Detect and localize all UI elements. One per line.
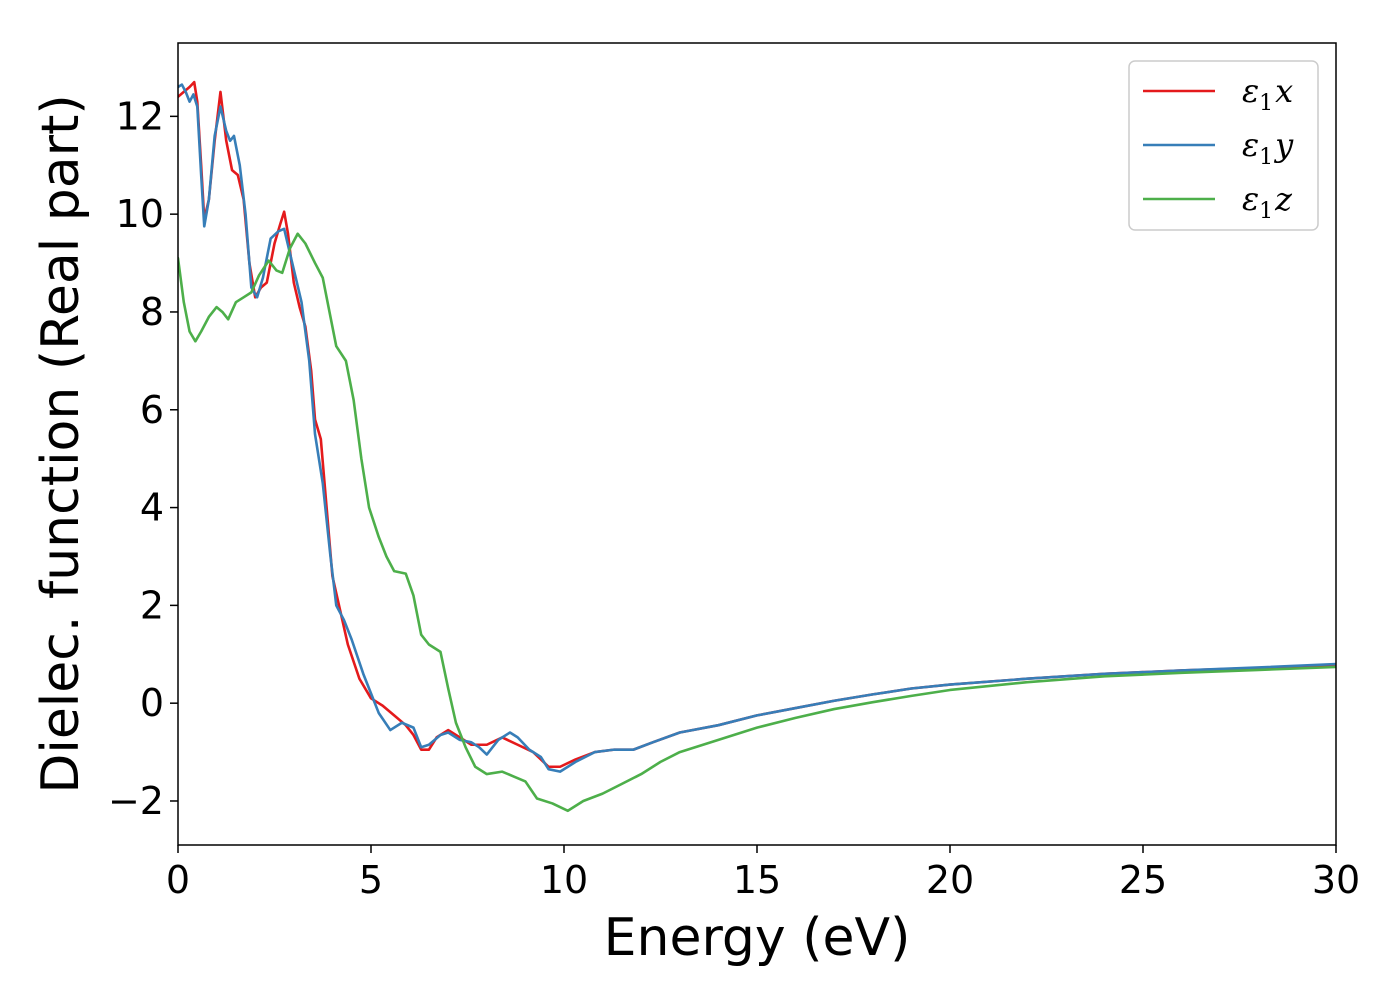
legend-label-x: ε1x (1242, 72, 1293, 116)
series-line-z (178, 232, 1336, 813)
y-tick-label: 10 (116, 192, 164, 236)
y-tick-label: 2 (140, 583, 164, 627)
legend-label-z: ε1z (1242, 180, 1293, 224)
y-tick-label: 6 (140, 388, 164, 432)
series-layer (178, 80, 1336, 813)
x-tick-label: 15 (733, 858, 781, 902)
legend-frame (1128, 60, 1319, 231)
y-axis: −2 0 2 4 6 8 10 12 (108, 94, 178, 823)
series-line-y (178, 83, 1336, 773)
y-tick-label: 0 (140, 681, 164, 725)
x-tick-label: 30 (1312, 858, 1360, 902)
x-tick-label: 20 (926, 858, 974, 902)
y-tick-label: 8 (140, 290, 164, 334)
y-axis-label: Dielec. function (Real part) (31, 94, 91, 793)
x-axis-label: Energy (eV) (604, 908, 911, 968)
x-tick-label: 10 (540, 858, 588, 902)
x-axis: 0 5 10 15 20 25 30 (166, 845, 1360, 902)
x-tick-label: 0 (166, 858, 190, 902)
legend: ε1x ε1y ε1z (1128, 60, 1319, 231)
x-tick-label: 25 (1119, 858, 1167, 902)
y-tick-label: −2 (108, 779, 164, 823)
y-tick-label: 12 (116, 94, 164, 138)
x-tick-label: 5 (359, 858, 383, 902)
legend-label-y: ε1y (1242, 126, 1294, 170)
y-tick-label: 4 (140, 486, 164, 530)
